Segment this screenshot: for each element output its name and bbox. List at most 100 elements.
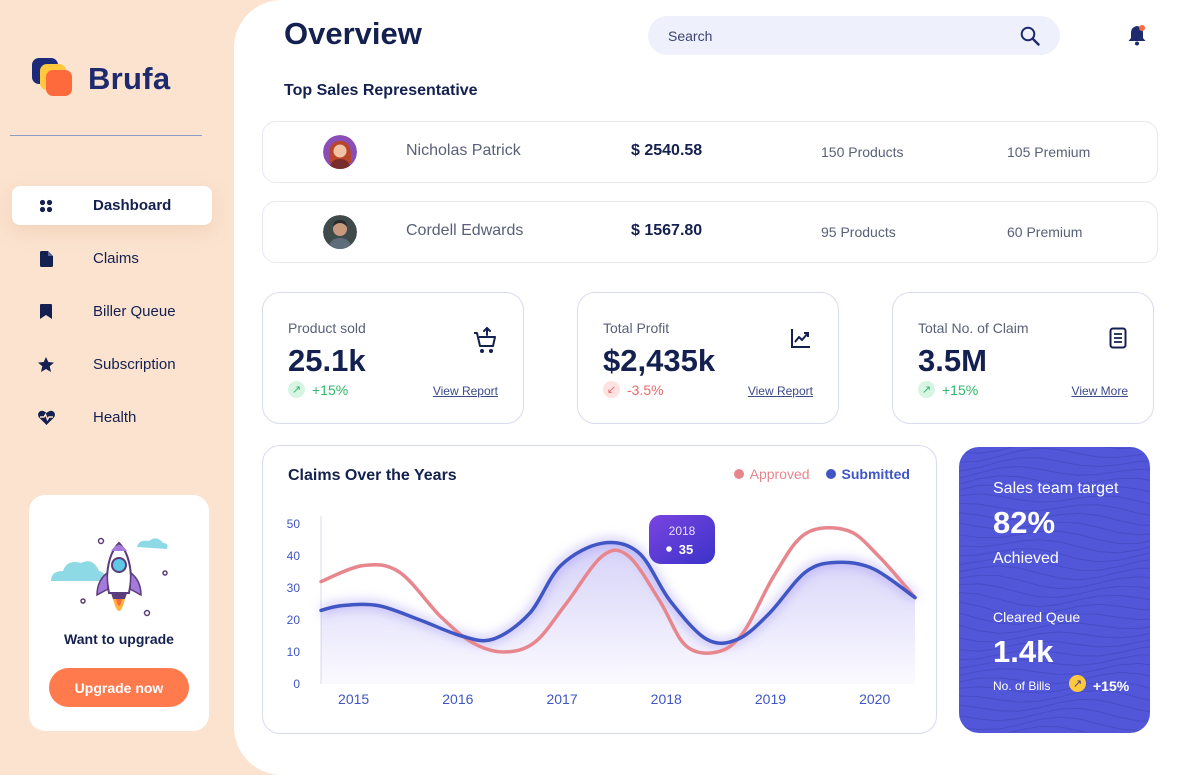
wave-line bbox=[959, 548, 1150, 563]
brand-logo-icon bbox=[32, 58, 74, 100]
main-panel: Overview Top Sales Representative Nichol… bbox=[234, 0, 1193, 775]
x-tick-label: 2020 bbox=[859, 691, 890, 707]
stat-label: Total Profit bbox=[603, 320, 670, 336]
wave-line bbox=[959, 502, 1150, 516]
wave-line bbox=[959, 556, 1150, 571]
wave-line bbox=[959, 689, 1150, 703]
y-tick-label: 0 bbox=[293, 677, 300, 691]
sales-rep-row[interactable]: Cordell Edwards $ 1567.80 95 Products 60… bbox=[262, 201, 1158, 263]
tooltip-value: 35 bbox=[679, 542, 693, 557]
stat-card-total-claims: Total No. of Claim 3.5M ↗ +15% View More bbox=[892, 292, 1154, 424]
y-tick-label: 40 bbox=[287, 549, 301, 563]
sidebar-divider bbox=[10, 135, 202, 136]
rep-products: 150 Products bbox=[821, 144, 904, 160]
page-title: Overview bbox=[284, 16, 422, 51]
legend-dot bbox=[825, 469, 836, 479]
legend-dot bbox=[733, 469, 744, 479]
view-report-link[interactable]: View Report bbox=[747, 384, 813, 398]
clipboard-icon bbox=[1109, 327, 1127, 349]
wave-line bbox=[959, 565, 1150, 581]
sidebar-item-health[interactable]: Health bbox=[12, 398, 212, 437]
trend-value: -3.5% bbox=[627, 381, 664, 398]
x-tick-label: 2017 bbox=[546, 691, 577, 707]
view-more-link[interactable]: View More bbox=[1071, 384, 1128, 398]
chart-title: Claims Over the Years bbox=[288, 467, 457, 484]
search-bar[interactable] bbox=[648, 16, 1060, 55]
sidebar-item-label: Biller Queue bbox=[93, 303, 176, 320]
stat-value: $2,435k bbox=[603, 343, 716, 378]
wave-line bbox=[959, 639, 1150, 652]
legend-item-submitted[interactable]: Submitted bbox=[825, 466, 910, 482]
cleared-queue-label: Cleared Qeue bbox=[993, 609, 1081, 625]
target-label: Sales team target bbox=[993, 480, 1119, 497]
chart-tooltip: 2018 35 bbox=[649, 515, 715, 564]
legend-item-approved[interactable]: Approved bbox=[733, 466, 810, 482]
wave-line bbox=[959, 475, 1150, 485]
cleared-queue-value: 1.4k bbox=[993, 634, 1054, 669]
upgrade-now-button[interactable]: Upgrade now bbox=[49, 668, 189, 707]
y-tick-label: 20 bbox=[287, 613, 301, 627]
trend-indicator: ↗ +15% bbox=[288, 381, 348, 398]
trend-indicator: ↙ -3.5% bbox=[603, 381, 664, 398]
y-tick-label: 50 bbox=[287, 517, 301, 531]
rocket-illustration bbox=[51, 537, 168, 617]
wave-line bbox=[959, 591, 1150, 608]
rep-premium: 60 Premium bbox=[1007, 224, 1083, 240]
tooltip-year: 2018 bbox=[669, 524, 696, 538]
sidebar-item-claims[interactable]: Claims bbox=[12, 239, 212, 278]
approved-line bbox=[319, 526, 917, 655]
wave-line bbox=[959, 698, 1150, 713]
arrow-up-right-icon: ↗ bbox=[1069, 675, 1086, 692]
rep-products: 95 Products bbox=[821, 224, 896, 240]
wave-line bbox=[959, 646, 1150, 661]
wave-line bbox=[959, 539, 1150, 554]
stat-card-total-profit: Total Profit $2,435k ↙ -3.5% View Report bbox=[577, 292, 839, 424]
claims-chart-card: 0 10 20 30 40 50 2015 2016 2017 2018 2019 2020 2018… bbox=[262, 445, 937, 734]
wave-line bbox=[959, 457, 1150, 472]
brand-logo[interactable]: Brufa bbox=[32, 58, 170, 100]
star-icon bbox=[34, 357, 58, 372]
y-tick-label: 30 bbox=[287, 581, 301, 595]
view-report-link[interactable]: View Report bbox=[432, 384, 498, 398]
document-icon bbox=[34, 250, 58, 267]
arrow-down-left-icon: ↙ bbox=[603, 381, 620, 398]
chart-up-icon bbox=[791, 329, 810, 348]
trend-value: +15% bbox=[942, 381, 979, 398]
wave-line bbox=[959, 465, 1150, 479]
wave-line bbox=[959, 530, 1150, 545]
notification-bell-icon[interactable] bbox=[1127, 24, 1147, 46]
rep-amount: $ 2540.58 bbox=[631, 142, 703, 159]
wave-line bbox=[959, 493, 1150, 505]
sidebar-item-dashboard[interactable]: Dashboard bbox=[12, 186, 212, 225]
x-tick-label: 2019 bbox=[755, 691, 786, 707]
rep-premium: 105 Premium bbox=[1007, 144, 1091, 160]
wave-pattern bbox=[959, 447, 1150, 733]
claims-chart: 0 10 20 30 40 50 2015 2016 2017 2018 2019 2020 2018… bbox=[287, 515, 918, 707]
sales-target-card: Sales team target 82% Achieved Cleared Q… bbox=[959, 447, 1150, 733]
avatar bbox=[323, 135, 357, 169]
x-tick-label: 2016 bbox=[442, 691, 473, 707]
search-icon[interactable] bbox=[1020, 26, 1040, 46]
bills-label: No. of Bills bbox=[993, 679, 1051, 693]
search-input[interactable] bbox=[668, 27, 1008, 44]
top-sales-title: Top Sales Representative bbox=[284, 82, 478, 99]
wave-line bbox=[959, 631, 1150, 643]
wave-line bbox=[959, 447, 1148, 454]
wave-line bbox=[959, 521, 1150, 536]
upgrade-text: Want to upgrade bbox=[64, 631, 174, 647]
submitted-area bbox=[321, 542, 915, 684]
sidebar-item-biller-queue[interactable]: Biller Queue bbox=[12, 292, 212, 331]
upgrade-card: Want to upgrade Upgrade now bbox=[29, 495, 209, 731]
wave-line bbox=[959, 512, 1150, 526]
rep-name: Cordell Edwards bbox=[406, 222, 524, 239]
sales-rep-row[interactable]: Nicholas Patrick $ 2540.58 150 Products … bbox=[262, 121, 1158, 183]
bookmark-icon bbox=[34, 304, 58, 319]
arrow-up-right-icon: ↗ bbox=[288, 381, 305, 398]
wave-line bbox=[959, 662, 1150, 676]
wave-line bbox=[959, 612, 1150, 625]
stat-card-product-sold: Product sold 25.1k ↗ +15% View Report bbox=[262, 292, 524, 424]
rep-amount: $ 1567.80 bbox=[631, 222, 703, 239]
sidebar-item-label: Dashboard bbox=[93, 197, 172, 214]
sidebar-item-subscription[interactable]: Subscription bbox=[12, 345, 212, 384]
wave-line bbox=[959, 484, 1150, 494]
